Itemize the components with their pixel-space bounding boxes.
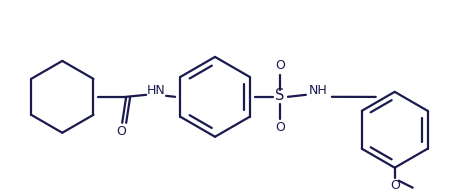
Text: O: O: [275, 121, 285, 134]
Text: O: O: [116, 125, 126, 138]
Text: O: O: [275, 59, 285, 72]
Text: NH: NH: [308, 84, 327, 97]
Text: S: S: [275, 88, 285, 103]
Text: O: O: [390, 179, 399, 192]
Text: HN: HN: [147, 84, 166, 97]
